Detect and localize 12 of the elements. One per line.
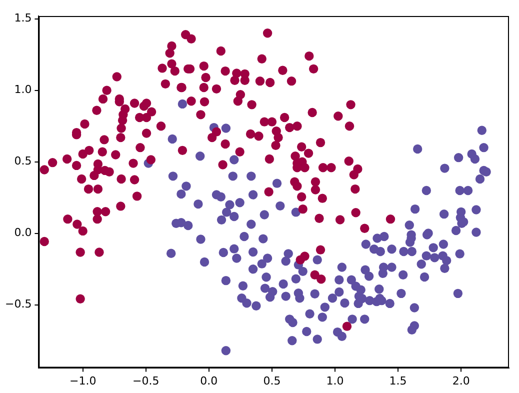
- x-tick-label: 1.5: [389, 374, 407, 388]
- x-tick-label: −1.0: [69, 374, 96, 388]
- x-tick-label: 0.5: [263, 374, 281, 388]
- x-tick-label: 1.0: [326, 374, 344, 388]
- y-tick-label: 0.5: [14, 154, 32, 168]
- x-tick-label: −0.5: [132, 374, 160, 388]
- y-tick-label: −0.5: [4, 298, 32, 311]
- y-tick-label: 1.0: [14, 83, 32, 96]
- x-tick-label: 0.0: [200, 374, 218, 388]
- x-tick-label: 2.0: [452, 374, 470, 388]
- y-tick-label: 1.5: [14, 12, 32, 25]
- y-tick-label: 0.0: [14, 226, 32, 240]
